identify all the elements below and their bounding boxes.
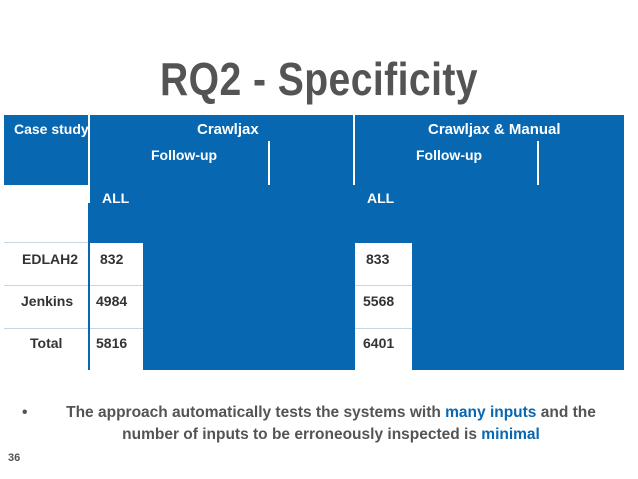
all-label-2: ALL [367,190,395,206]
slide-title: RQ2 - Specificity [160,53,478,105]
table-row-case: Jenkins [4,286,88,329]
table-row-value: 833 [355,243,412,286]
table-row-case: Total [4,329,88,370]
case-name: EDLAH2 [22,251,79,267]
bullet-text: The approach automatically tests the sys… [22,402,622,446]
bullet-text-part2: and the number of inputs to be erroneous… [122,404,596,443]
crawljax-manual-header: Crawljax & Manual [428,121,561,138]
crawljax-header: Crawljax [197,121,259,138]
group-divider [353,115,355,185]
highlight-minimal: minimal [481,426,540,443]
case-name: Jenkins [21,293,74,309]
table-row-value: 5816 [90,329,143,370]
table-row-value: 5568 [355,286,412,329]
bullet-dot: • [22,404,28,421]
table-row-value: 6401 [355,329,412,370]
crawljax-manual-value: 833 [366,251,390,267]
all-label-1: ALL [102,190,130,206]
followup-divider-1 [268,141,270,185]
crawljax-value: 832 [100,251,124,267]
case-name: Total [30,335,63,351]
table-row-value: 4984 [90,286,143,329]
followup-label-1: Follow-up [151,147,218,163]
header-divider-1 [88,115,90,203]
table-row-case: EDLAH2 [4,243,88,286]
case-study-header: Case study [14,121,89,137]
page-number: 36 [8,452,21,464]
crawljax-value: 5816 [96,335,128,351]
table-row-value: 832 [90,243,143,286]
followup-divider-2 [537,141,539,185]
bullet-text-part1: The approach automatically tests the sys… [66,404,446,421]
summary-bullet: • The approach automatically tests the s… [22,402,622,446]
results-table: Case study Crawljax Crawljax & Manual Fo… [4,115,624,370]
crawljax-value: 4984 [96,293,128,309]
crawljax-manual-value: 6401 [363,335,395,351]
highlight-many-inputs: many inputs [445,404,537,421]
case-study-blank-cell [4,185,88,243]
followup-label-2: Follow-up [416,147,483,163]
crawljax-manual-value: 5568 [363,293,395,309]
